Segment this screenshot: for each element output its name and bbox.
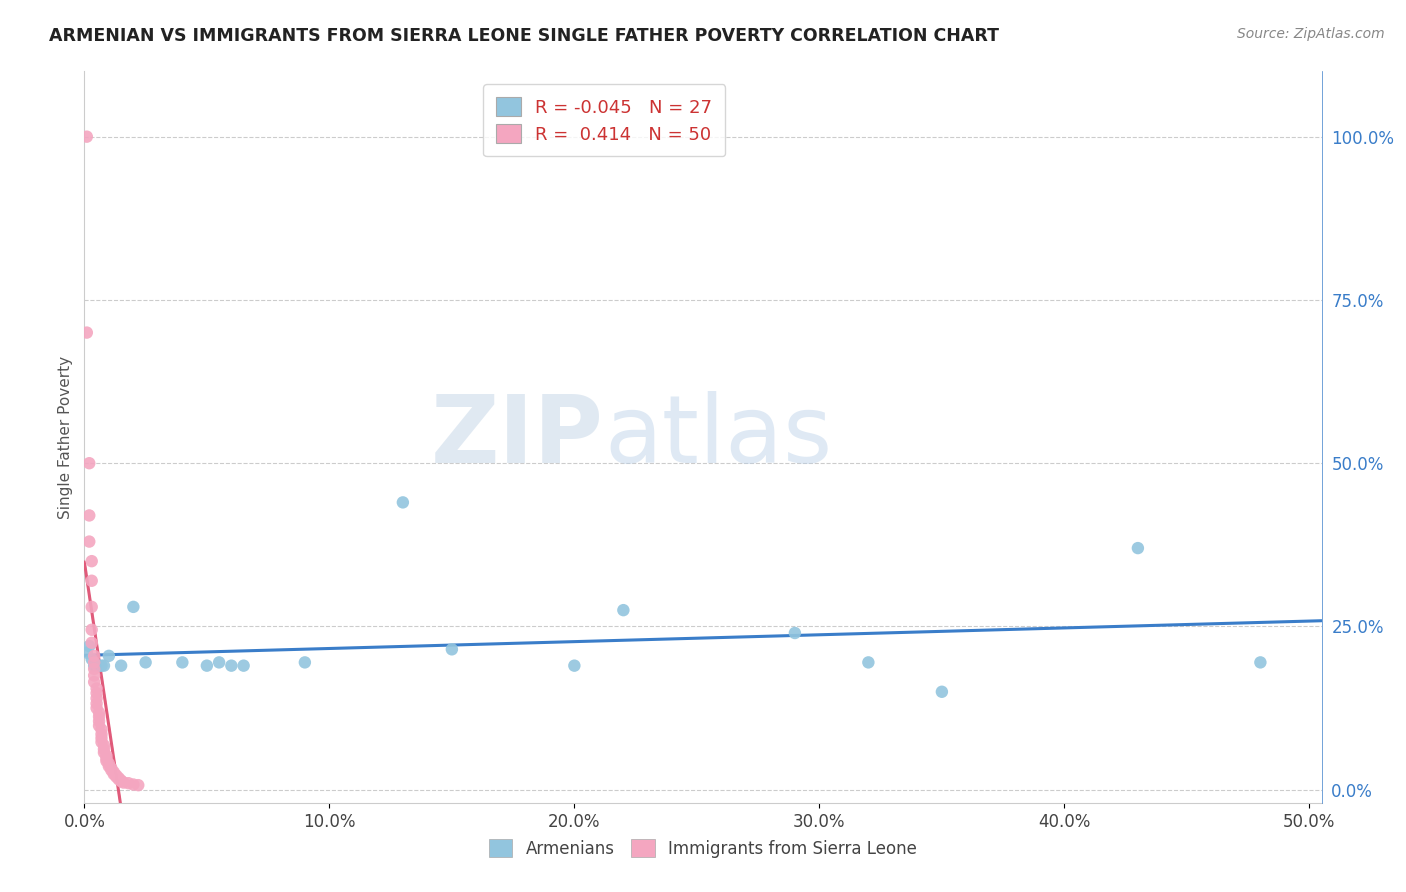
Point [83, 648, 105, 663]
Point [172, 656, 194, 670]
Point [107, 772, 129, 787]
Point [122, 599, 145, 614]
Point [86, 686, 108, 700]
Point [100, 761, 122, 775]
Point [87, 709, 110, 723]
Point [110, 774, 132, 789]
Point [612, 603, 634, 617]
Point [105, 768, 128, 782]
Point [97, 756, 120, 771]
Point [76, 129, 98, 144]
Point [93, 739, 115, 753]
Text: atlas: atlas [605, 391, 832, 483]
Point [83, 668, 105, 682]
Point [76, 326, 98, 340]
Point [117, 776, 139, 790]
Point [86, 681, 108, 696]
Point [83, 656, 105, 670]
Point [103, 765, 125, 780]
Point [232, 658, 254, 673]
Point [77, 639, 100, 653]
Point [858, 656, 880, 670]
Point [83, 662, 105, 676]
Point [392, 495, 415, 509]
Point [195, 658, 218, 673]
Text: ARMENIAN VS IMMIGRANTS FROM SIERRA LEONE SINGLE FATHER POVERTY CORRELATION CHART: ARMENIAN VS IMMIGRANTS FROM SIERRA LEONE… [49, 27, 1000, 45]
Point [100, 763, 122, 777]
Point [97, 648, 120, 663]
Point [77, 534, 100, 549]
Point [127, 778, 149, 792]
Point [87, 714, 110, 728]
Point [93, 658, 115, 673]
Point [83, 658, 105, 673]
Point [86, 697, 108, 711]
Point [103, 767, 125, 781]
Point [93, 742, 115, 756]
Legend: Armenians, Immigrants from Sierra Leone: Armenians, Immigrants from Sierra Leone [479, 830, 927, 868]
Point [97, 759, 120, 773]
Point [83, 675, 105, 690]
Point [96, 754, 118, 768]
Point [783, 626, 806, 640]
Point [221, 658, 243, 673]
Point [77, 456, 100, 470]
Point [931, 685, 953, 699]
Y-axis label: Single Father Poverty: Single Father Poverty [58, 356, 73, 518]
Text: ZIP: ZIP [432, 391, 605, 483]
Point [135, 656, 157, 670]
Point [294, 656, 316, 670]
Point [110, 658, 132, 673]
Text: Source: ZipAtlas.com: Source: ZipAtlas.com [1237, 27, 1385, 41]
Point [440, 642, 463, 657]
Point [96, 751, 118, 765]
Point [77, 508, 100, 523]
Point [80, 623, 103, 637]
Point [80, 599, 103, 614]
Point [87, 706, 110, 720]
Point [90, 731, 112, 746]
Point [1126, 541, 1149, 555]
Point [90, 727, 112, 741]
Point [1249, 656, 1271, 670]
Point [208, 656, 231, 670]
Point [93, 746, 115, 760]
Point [87, 719, 110, 733]
Point [80, 574, 103, 588]
Point [90, 723, 112, 737]
Point [122, 778, 145, 792]
Point [90, 735, 112, 749]
Point [86, 691, 108, 706]
Point [105, 770, 128, 784]
Point [107, 771, 129, 785]
Point [87, 658, 110, 673]
Point [564, 658, 586, 673]
Point [112, 775, 135, 789]
Point [80, 554, 103, 568]
Point [96, 748, 118, 763]
Point [90, 658, 112, 673]
Point [86, 701, 108, 715]
Point [80, 636, 103, 650]
Point [110, 773, 132, 788]
Point [80, 652, 103, 666]
Point [76, 646, 98, 660]
Point [86, 658, 108, 673]
